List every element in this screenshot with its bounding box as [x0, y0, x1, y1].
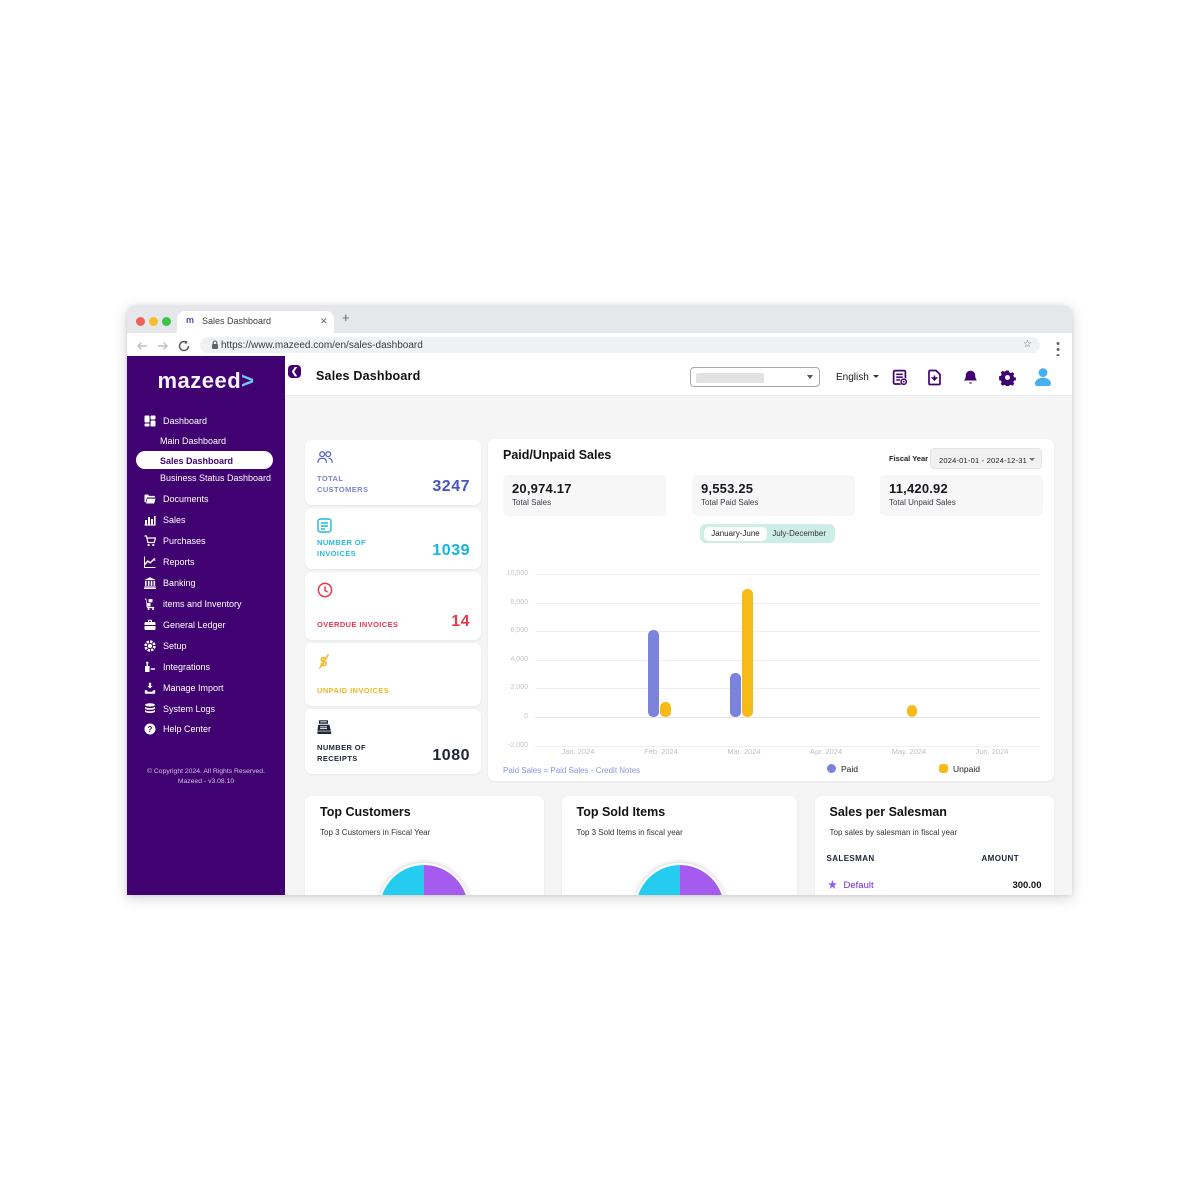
svg-text:?: ?: [148, 725, 153, 734]
